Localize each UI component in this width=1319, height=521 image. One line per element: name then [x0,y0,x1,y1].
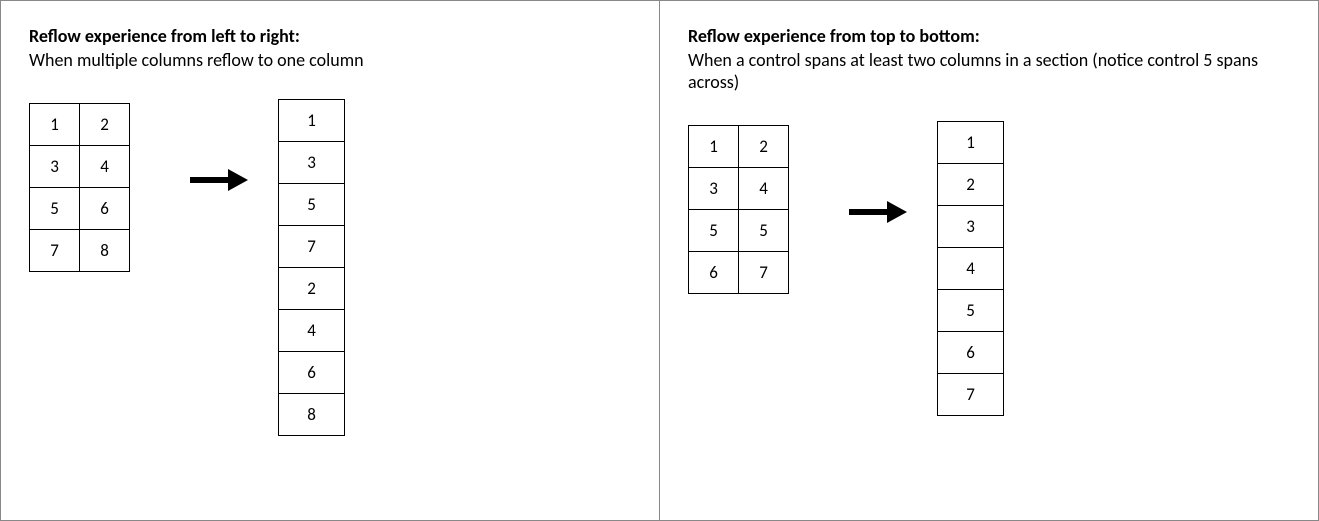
left-tgt-cell: 2 [279,268,345,310]
right-source-grid: 1 2 3 4 5 5 6 7 [688,125,789,294]
right-tgt-cell: 6 [938,332,1004,374]
left-tgt-cell: 4 [279,310,345,352]
left-src-cell: 5 [30,188,80,230]
panel-left-to-right: Reflow experience from left to right: Wh… [1,1,659,520]
right-tgt-cell: 5 [938,290,1004,332]
right-src-cell: 7 [739,252,789,294]
arrow-icon [849,201,907,223]
right-src-cell: 3 [689,168,739,210]
panel-top-to-bottom: Reflow experience from top to bottom: Wh… [659,1,1318,520]
left-title: Reflow experience from left to right: [29,25,631,47]
left-src-cell: 3 [30,146,80,188]
right-diagram: 1 2 3 4 5 5 6 7 [688,121,1290,416]
right-tgt-cell: 3 [938,206,1004,248]
left-diagram: 1 2 3 4 5 6 7 8 [29,99,631,436]
right-tgt-cell: 1 [938,122,1004,164]
left-tgt-cell: 8 [279,394,345,436]
right-src-cell: 5 [739,210,789,252]
left-target-grid: 1 3 5 7 2 4 6 8 [278,99,345,436]
right-src-cell: 6 [689,252,739,294]
right-subtitle: When a control spans at least two column… [688,49,1290,93]
arrow-icon [190,169,248,191]
left-src-cell: 4 [80,146,130,188]
left-tgt-cell: 5 [279,184,345,226]
right-title: Reflow experience from top to bottom: [688,25,1290,47]
diagram-container: Reflow experience from left to right: Wh… [0,0,1319,521]
left-tgt-cell: 1 [279,100,345,142]
right-tgt-cell: 2 [938,164,1004,206]
left-src-cell: 8 [80,230,130,272]
right-src-cell: 5 [689,210,739,252]
right-src-cell: 1 [689,126,739,168]
left-src-cell: 1 [30,104,80,146]
left-source-grid: 1 2 3 4 5 6 7 8 [29,103,130,272]
right-tgt-cell: 7 [938,374,1004,416]
left-tgt-cell: 6 [279,352,345,394]
left-subtitle: When multiple columns reflow to one colu… [29,49,631,71]
right-src-cell: 2 [739,126,789,168]
left-src-cell: 6 [80,188,130,230]
right-tgt-cell: 4 [938,248,1004,290]
left-tgt-cell: 3 [279,142,345,184]
left-tgt-cell: 7 [279,226,345,268]
right-target-grid: 1 2 3 4 5 6 7 [937,121,1004,416]
left-src-cell: 7 [30,230,80,272]
right-src-cell: 4 [739,168,789,210]
left-src-cell: 2 [80,104,130,146]
